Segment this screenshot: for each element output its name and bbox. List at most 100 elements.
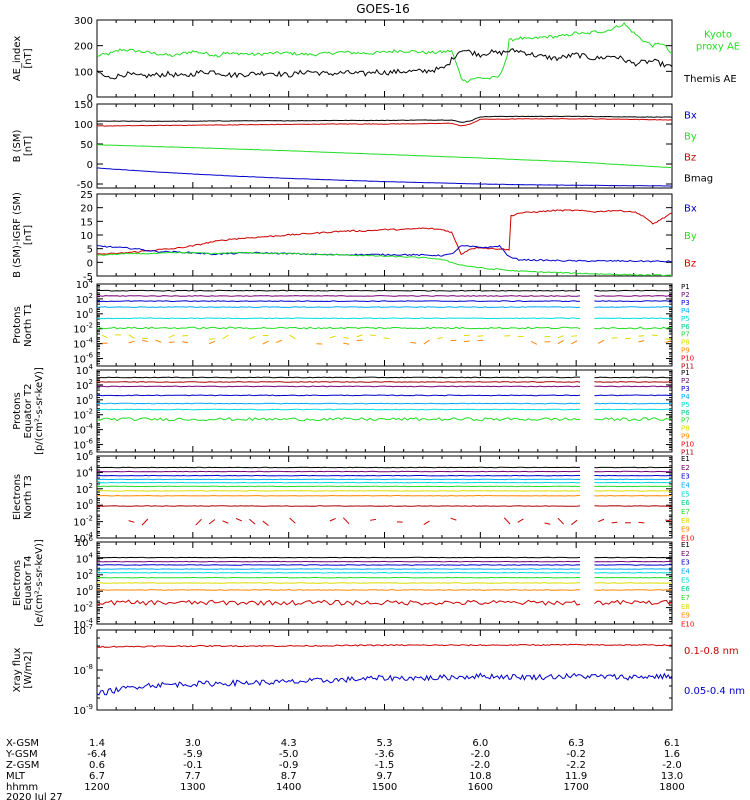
legend-label: E5 (681, 490, 690, 498)
y-tick-label: 10-2 (73, 322, 93, 336)
series-line (97, 300, 672, 303)
y-tick-label: 10-4 (73, 531, 93, 545)
series-segment (141, 518, 149, 526)
axis-value: 1600 (468, 782, 493, 793)
plot-area (97, 209, 672, 276)
series-line (97, 115, 672, 123)
legend-label: P5 (681, 401, 690, 409)
series-line (97, 167, 672, 187)
legend-label: P10 (681, 441, 694, 449)
series-segment (638, 340, 645, 343)
series-segment (410, 341, 417, 344)
legend-label: Bmag (684, 174, 713, 185)
series-segment (195, 518, 202, 526)
series-segment (611, 337, 618, 339)
series-line (97, 568, 672, 570)
y-tick-label: 300 (74, 16, 93, 27)
y-tick-label: 10-6 (73, 438, 93, 452)
y-tick-label: 100 (74, 120, 93, 131)
y-tick-label: 10-8 (73, 663, 93, 677)
y-axis-label: AE_index[nT] (12, 36, 34, 82)
plot-title: GOES-16 (356, 2, 410, 16)
series-segment (557, 339, 564, 345)
series-line (97, 402, 672, 405)
y-tick-label: 10-6 (73, 352, 93, 366)
series-segment (262, 520, 269, 526)
y-tick-label: 10 (80, 231, 93, 242)
series-line (97, 381, 672, 383)
legend-label: E7 (681, 594, 690, 602)
series-segment (343, 342, 350, 345)
axis-value: 8.7 (281, 771, 297, 782)
axis-value: 1.4 (89, 738, 105, 749)
series-segment (463, 340, 470, 343)
series-line (97, 564, 672, 566)
series-segment (423, 339, 430, 345)
series-segment (624, 337, 631, 340)
series-segment (665, 519, 672, 522)
series-line (97, 490, 672, 492)
series-line (97, 22, 672, 84)
y-tick-label: 100 (76, 584, 93, 598)
y-tick-label: 15 (80, 217, 93, 228)
y-tick-label: 102 (76, 568, 93, 582)
series-segment (249, 335, 256, 340)
legend-label: E9 (681, 612, 690, 620)
legend-label: P2 (681, 291, 690, 299)
series-segment (611, 521, 618, 524)
series-line (97, 417, 672, 422)
axis-value: -1.5 (375, 760, 395, 771)
series-segment (128, 334, 135, 339)
series-segment (208, 519, 216, 525)
row-label: hhmm (6, 782, 38, 793)
series-segment (168, 334, 175, 339)
series-segment (101, 334, 108, 339)
legend-label: E8 (681, 517, 690, 525)
axis-value: -5.0 (279, 749, 299, 760)
data-gap (582, 285, 593, 365)
axis-value: 13.0 (661, 771, 683, 782)
series-line (97, 209, 672, 256)
axis-value: -2.0 (471, 760, 491, 771)
legend-label: P11 (681, 363, 694, 371)
panel-frame (96, 19, 673, 98)
series-segment (249, 518, 256, 525)
legend-label: E2 (681, 550, 690, 558)
series-segment (530, 341, 538, 345)
series-segment (128, 340, 135, 344)
y-tick-label: 10-7 (73, 623, 93, 637)
plot-area (97, 115, 672, 187)
axis-value: 5.3 (377, 738, 393, 749)
series-segment (182, 341, 189, 344)
series-segment (383, 337, 390, 340)
data-gap (582, 371, 593, 451)
y-tick-label: 100 (76, 307, 93, 321)
axis-value: 6.0 (472, 738, 488, 749)
legend-label: P5 (681, 315, 690, 323)
legend-label: P3 (681, 299, 690, 307)
y-tick-label: 20 (80, 204, 93, 215)
series-segment (437, 337, 444, 339)
legend-label: P3 (681, 385, 690, 393)
legend-label: E6 (681, 585, 690, 593)
panel-frame (96, 629, 673, 711)
axis-value: 6.7 (89, 771, 105, 782)
axis-value: 0.6 (89, 760, 105, 771)
series-line (97, 474, 672, 477)
series-segment (289, 517, 296, 524)
axis-value: 9.7 (377, 771, 393, 782)
series-segment (557, 335, 564, 339)
series-line (97, 485, 672, 488)
y-tick-label: 5 (87, 245, 93, 256)
legend-label: P7 (681, 417, 690, 425)
axis-value: 11.9 (565, 771, 587, 782)
row-label: 2020 Jul 27 (6, 792, 63, 800)
series-line (97, 295, 672, 297)
panel-frame (96, 193, 673, 277)
plot-area (97, 457, 672, 537)
legend-label: P8 (681, 339, 690, 347)
legend-label: Bz (684, 153, 696, 164)
y-tick-label: -5 (83, 272, 93, 283)
y-tick-label: 10-4 (73, 617, 93, 631)
